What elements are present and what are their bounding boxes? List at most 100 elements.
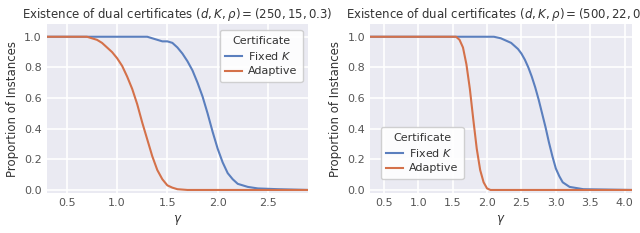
Fixed $K$ [198, 95, 206, 98]
Fixed $K$ [476, 35, 484, 38]
Fixed $K$ [179, 52, 186, 55]
Adaptive [470, 118, 477, 121]
Fixed $K$ [531, 86, 539, 89]
Legend: Fixed $K$, Adaptive: Fixed $K$, Adaptive [220, 30, 303, 82]
Title: Existence of dual certificates $(d, K, \rho) = (250, 15, 0.3)$: Existence of dual certificates $(d, K, \… [22, 6, 333, 23]
Adaptive [473, 147, 481, 150]
Fixed $K$ [83, 35, 91, 38]
Fixed $K$ [566, 185, 573, 188]
Fixed $K$ [500, 38, 508, 41]
Adaptive [143, 138, 151, 141]
Title: Existence of dual certificates $(d, K, \rho) = (500, 22, 0.3)$: Existence of dual certificates $(d, K, \… [346, 6, 640, 23]
Line: Adaptive: Adaptive [370, 37, 632, 190]
Adaptive [628, 188, 636, 191]
X-axis label: $\gamma$: $\gamma$ [496, 213, 506, 227]
Adaptive [108, 51, 116, 54]
Fixed $K$ [103, 35, 111, 38]
Adaptive [456, 38, 463, 41]
Fixed $K$ [497, 37, 505, 40]
Line: Fixed $K$: Fixed $K$ [370, 37, 632, 190]
Adaptive [118, 65, 126, 67]
Fixed $K$ [168, 41, 176, 44]
Fixed $K$ [579, 188, 587, 191]
Fixed $K$ [194, 81, 202, 84]
Fixed $K$ [93, 35, 101, 38]
Adaptive [463, 63, 470, 66]
Fixed $K$ [483, 35, 491, 38]
Adaptive [452, 35, 460, 38]
Fixed $K$ [508, 41, 515, 44]
Fixed $K$ [184, 60, 191, 63]
Line: Fixed $K$: Fixed $K$ [47, 37, 308, 190]
Y-axis label: Proportion of Instances: Proportion of Instances [6, 41, 19, 177]
Fixed $K$ [628, 188, 636, 191]
Fixed $K$ [219, 161, 227, 164]
Fixed $K$ [304, 188, 312, 191]
Fixed $K$ [164, 40, 172, 43]
Fixed $K$ [43, 35, 51, 38]
Fixed $K$ [124, 35, 131, 38]
Fixed $K$ [148, 37, 156, 40]
Fixed $K$ [525, 66, 532, 69]
Adaptive [129, 87, 136, 90]
Fixed $K$ [366, 35, 374, 38]
Fixed $K$ [545, 141, 553, 144]
Fixed $K$ [514, 48, 522, 50]
Adaptive [486, 188, 494, 191]
Fixed $K$ [73, 35, 81, 38]
Fixed $K$ [511, 45, 518, 47]
Fixed $K$ [244, 185, 252, 188]
Adaptive [83, 35, 91, 38]
Adaptive [466, 87, 474, 90]
Legend: Fixed $K$, Adaptive: Fixed $K$, Adaptive [381, 127, 463, 179]
Fixed $K$ [224, 172, 232, 175]
Adaptive [459, 46, 467, 49]
Adaptive [98, 41, 106, 44]
Fixed $K$ [556, 175, 563, 178]
Adaptive [184, 188, 191, 191]
Adaptive [133, 103, 141, 106]
Fixed $K$ [504, 40, 511, 43]
Fixed $K$ [470, 35, 477, 38]
Fixed $K$ [204, 112, 211, 115]
Adaptive [43, 35, 51, 38]
Adaptive [103, 46, 111, 49]
Fixed $K$ [274, 188, 282, 191]
Fixed $K$ [528, 75, 536, 78]
Fixed $K$ [113, 35, 121, 38]
Adaptive [483, 187, 491, 190]
Fixed $K$ [229, 178, 237, 181]
Fixed $K$ [538, 112, 546, 115]
Fixed $K$ [143, 35, 151, 38]
Adaptive [124, 75, 131, 78]
Fixed $K$ [518, 52, 525, 55]
Y-axis label: Proportion of Instances: Proportion of Instances [329, 41, 342, 177]
Adaptive [138, 121, 146, 124]
Adaptive [148, 155, 156, 158]
Adaptive [476, 169, 484, 171]
Fixed $K$ [552, 167, 559, 170]
Adaptive [113, 57, 121, 60]
Fixed $K$ [535, 98, 543, 101]
Fixed $K$ [521, 58, 529, 61]
Fixed $K$ [189, 69, 196, 72]
Fixed $K$ [214, 147, 221, 150]
X-axis label: $\gamma$: $\gamma$ [173, 213, 182, 227]
Line: Adaptive: Adaptive [47, 37, 308, 190]
Fixed $K$ [159, 40, 166, 43]
Fixed $K$ [234, 182, 241, 185]
Adaptive [304, 188, 312, 191]
Fixed $K$ [133, 35, 141, 38]
Fixed $K$ [209, 130, 216, 133]
Adaptive [168, 186, 176, 189]
Adaptive [88, 37, 96, 40]
Adaptive [159, 178, 166, 181]
Fixed $K$ [173, 46, 181, 49]
Adaptive [93, 38, 101, 41]
Fixed $K$ [541, 126, 549, 129]
Adaptive [480, 181, 488, 184]
Fixed $K$ [548, 155, 556, 158]
Fixed $K$ [154, 38, 161, 41]
Adaptive [366, 35, 374, 38]
Fixed $K$ [490, 35, 498, 38]
